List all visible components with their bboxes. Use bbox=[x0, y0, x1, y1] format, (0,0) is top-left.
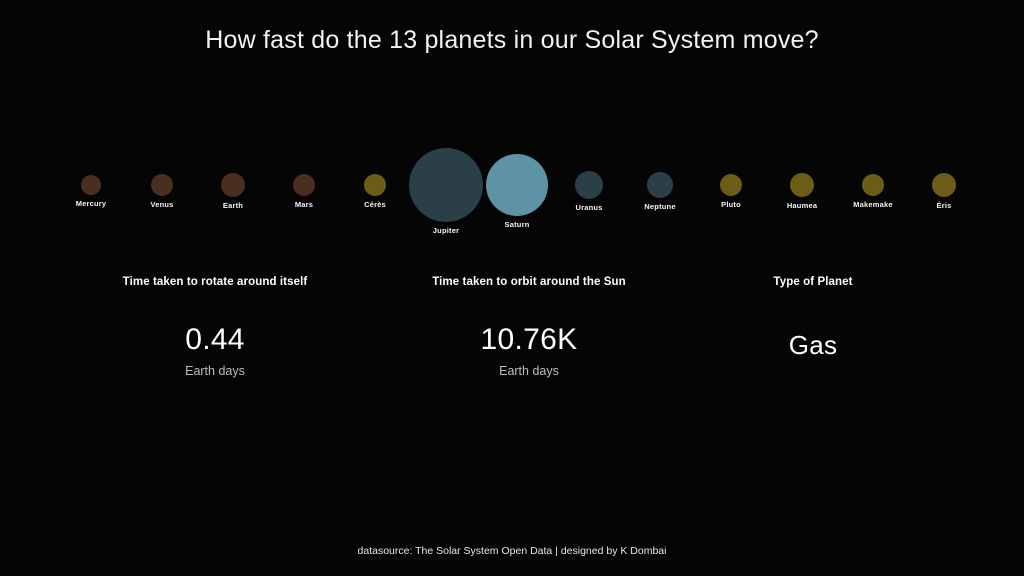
planet-dot-icon bbox=[81, 175, 101, 195]
planet-dot-icon bbox=[647, 172, 673, 198]
stat-value-orbit: 10.76K bbox=[480, 323, 578, 356]
stat-label-rotation: Time taken to rotate around itself bbox=[122, 276, 308, 288]
planet-dot-icon bbox=[151, 174, 173, 196]
planet-label: Mars bbox=[294, 200, 314, 209]
stat-value-type: Gas bbox=[788, 330, 838, 360]
planet-label: Venus bbox=[150, 200, 174, 209]
planet-label: Jupiter bbox=[432, 226, 460, 235]
stat-label-orbit: Time taken to orbit around the Sun bbox=[432, 276, 626, 288]
planet-dot-icon bbox=[409, 148, 483, 222]
planet-dot-icon bbox=[486, 154, 548, 216]
stat-unit-orbit: Earth days bbox=[499, 364, 559, 378]
planet-label: Mercury bbox=[75, 199, 107, 208]
planet-dot-icon bbox=[790, 173, 814, 197]
planet-dot-icon bbox=[932, 173, 956, 197]
planet-label: Earth bbox=[222, 201, 244, 210]
planet-label: Cérès bbox=[364, 200, 386, 209]
planet-label: Saturn bbox=[504, 220, 530, 229]
planet-label: Pluto bbox=[721, 200, 741, 209]
planet-dot-icon bbox=[364, 174, 386, 196]
stat-card-type: Type of Planet Gas bbox=[683, 276, 943, 361]
planet-row: Mercury Venus Earth Mars Cérès Jupiter Saturn U… bbox=[0, 118, 1024, 238]
stat-label-type: Type of Planet bbox=[773, 276, 853, 288]
planet-dot-icon bbox=[720, 174, 742, 196]
planet-dot-icon bbox=[293, 174, 315, 196]
planet-label: Uranus bbox=[575, 203, 603, 212]
planet-label: Neptune bbox=[644, 202, 676, 211]
footer-credits: datasource: The Solar System Open Data |… bbox=[357, 545, 667, 557]
planet-dot-icon bbox=[862, 174, 884, 196]
stat-unit-rotation: Earth days bbox=[185, 364, 245, 378]
stat-card-rotation: Time taken to rotate around itself 0.44 … bbox=[55, 276, 375, 378]
planet-dot-icon bbox=[575, 171, 603, 199]
planet-dot-icon bbox=[221, 173, 245, 197]
stat-card-orbit: Time taken to orbit around the Sun 10.76… bbox=[369, 276, 689, 378]
page-title: How fast do the 13 planets in our Solar … bbox=[205, 26, 819, 54]
planet-label: Éris bbox=[936, 201, 952, 210]
planet-label: Makemake bbox=[853, 200, 893, 209]
planet-label: Haumea bbox=[786, 201, 818, 210]
stat-value-rotation: 0.44 bbox=[185, 323, 245, 356]
